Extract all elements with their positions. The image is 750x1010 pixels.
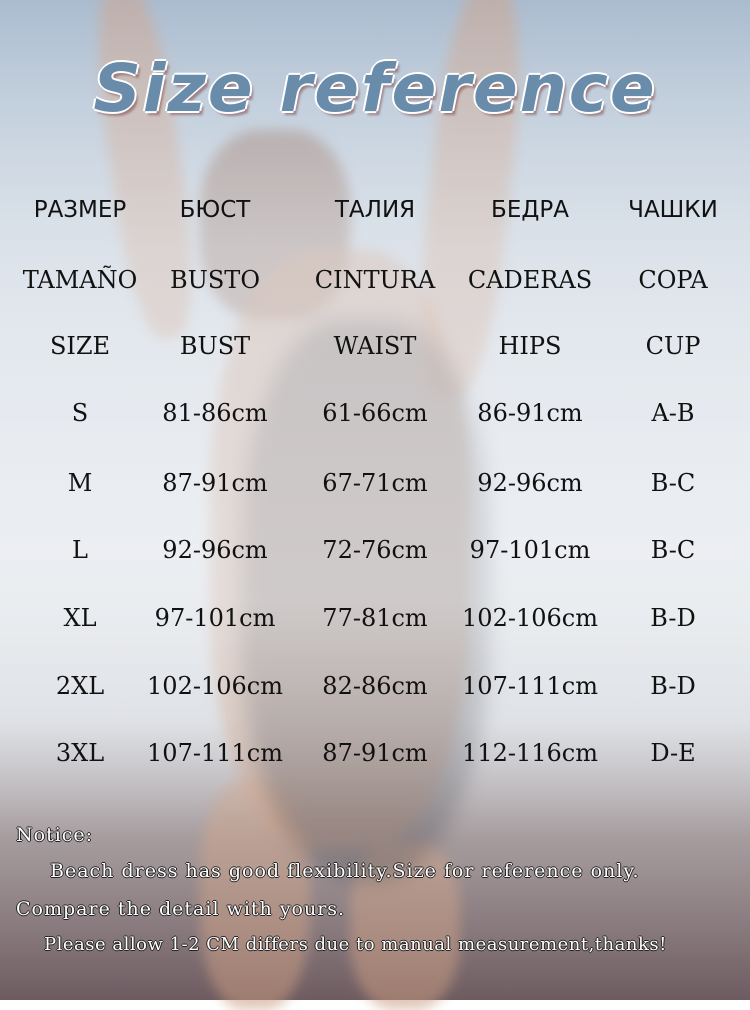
- header-cell: ТАЛИЯ: [334, 197, 416, 223]
- notice-line-3: Please allow 1-2 CM differs due to manua…: [44, 934, 667, 955]
- table-cell: 72-76cm: [322, 536, 428, 564]
- table-cell: 102-106cm: [147, 672, 283, 700]
- header-cell: BUSTO: [170, 266, 260, 294]
- table-cell: 87-91cm: [162, 469, 268, 497]
- size-label: L: [72, 536, 88, 564]
- header-cell: COPA: [638, 266, 708, 294]
- notice-line-2: Compare the detail with yours.: [16, 898, 346, 920]
- header-cell: CADERAS: [467, 266, 593, 294]
- header-cell: CUP: [645, 332, 701, 360]
- table-cell: 92-96cm: [477, 469, 583, 497]
- table-cell: 107-111cm: [462, 672, 598, 700]
- table-cell: B-D: [650, 672, 696, 700]
- table-cell: 92-96cm: [162, 536, 268, 564]
- table-cell: B-C: [650, 536, 696, 564]
- notice-line-1: Beach dress has good flexibility.Size fo…: [50, 860, 640, 882]
- header-cell: SIZE: [49, 332, 111, 360]
- table-cell: 102-106cm: [462, 604, 598, 632]
- table-cell: B-C: [650, 469, 696, 497]
- header-cell: HIPS: [498, 332, 562, 360]
- table-cell: 97-101cm: [154, 604, 276, 632]
- table-cell: 107-111cm: [147, 739, 283, 767]
- header-cell: БЮСТ: [179, 197, 251, 223]
- size-label: S: [71, 399, 89, 427]
- header-cell: BUST: [179, 332, 251, 360]
- header-cell: WAIST: [333, 332, 417, 360]
- size-label: M: [67, 469, 93, 497]
- notice-label: Notice:: [16, 824, 94, 846]
- size-label: 2XL: [55, 672, 105, 700]
- table-cell: 82-86cm: [322, 672, 428, 700]
- table-cell: A-B: [651, 399, 695, 427]
- table-cell: 81-86cm: [162, 399, 268, 427]
- header-cell: БЕДРА: [491, 197, 569, 223]
- page-title: Size reference: [93, 50, 657, 127]
- header-cell: CINTURA: [314, 266, 436, 294]
- size-label: 3XL: [55, 739, 105, 767]
- table-cell: 112-116cm: [462, 739, 598, 767]
- table-cell: 67-71cm: [322, 469, 428, 497]
- table-cell: 61-66cm: [322, 399, 428, 427]
- header-cell: ЧАШКИ: [628, 197, 718, 223]
- table-cell: 86-91cm: [477, 399, 583, 427]
- table-cell: 97-101cm: [469, 536, 591, 564]
- table-cell: D-E: [650, 739, 696, 767]
- table-cell: 77-81cm: [322, 604, 428, 632]
- header-cell: РАЗМЕР: [33, 197, 127, 223]
- table-cell: B-D: [650, 604, 696, 632]
- table-cell: 87-91cm: [322, 739, 428, 767]
- header-cell: TAMAÑO: [22, 266, 138, 294]
- size-label: XL: [63, 604, 97, 632]
